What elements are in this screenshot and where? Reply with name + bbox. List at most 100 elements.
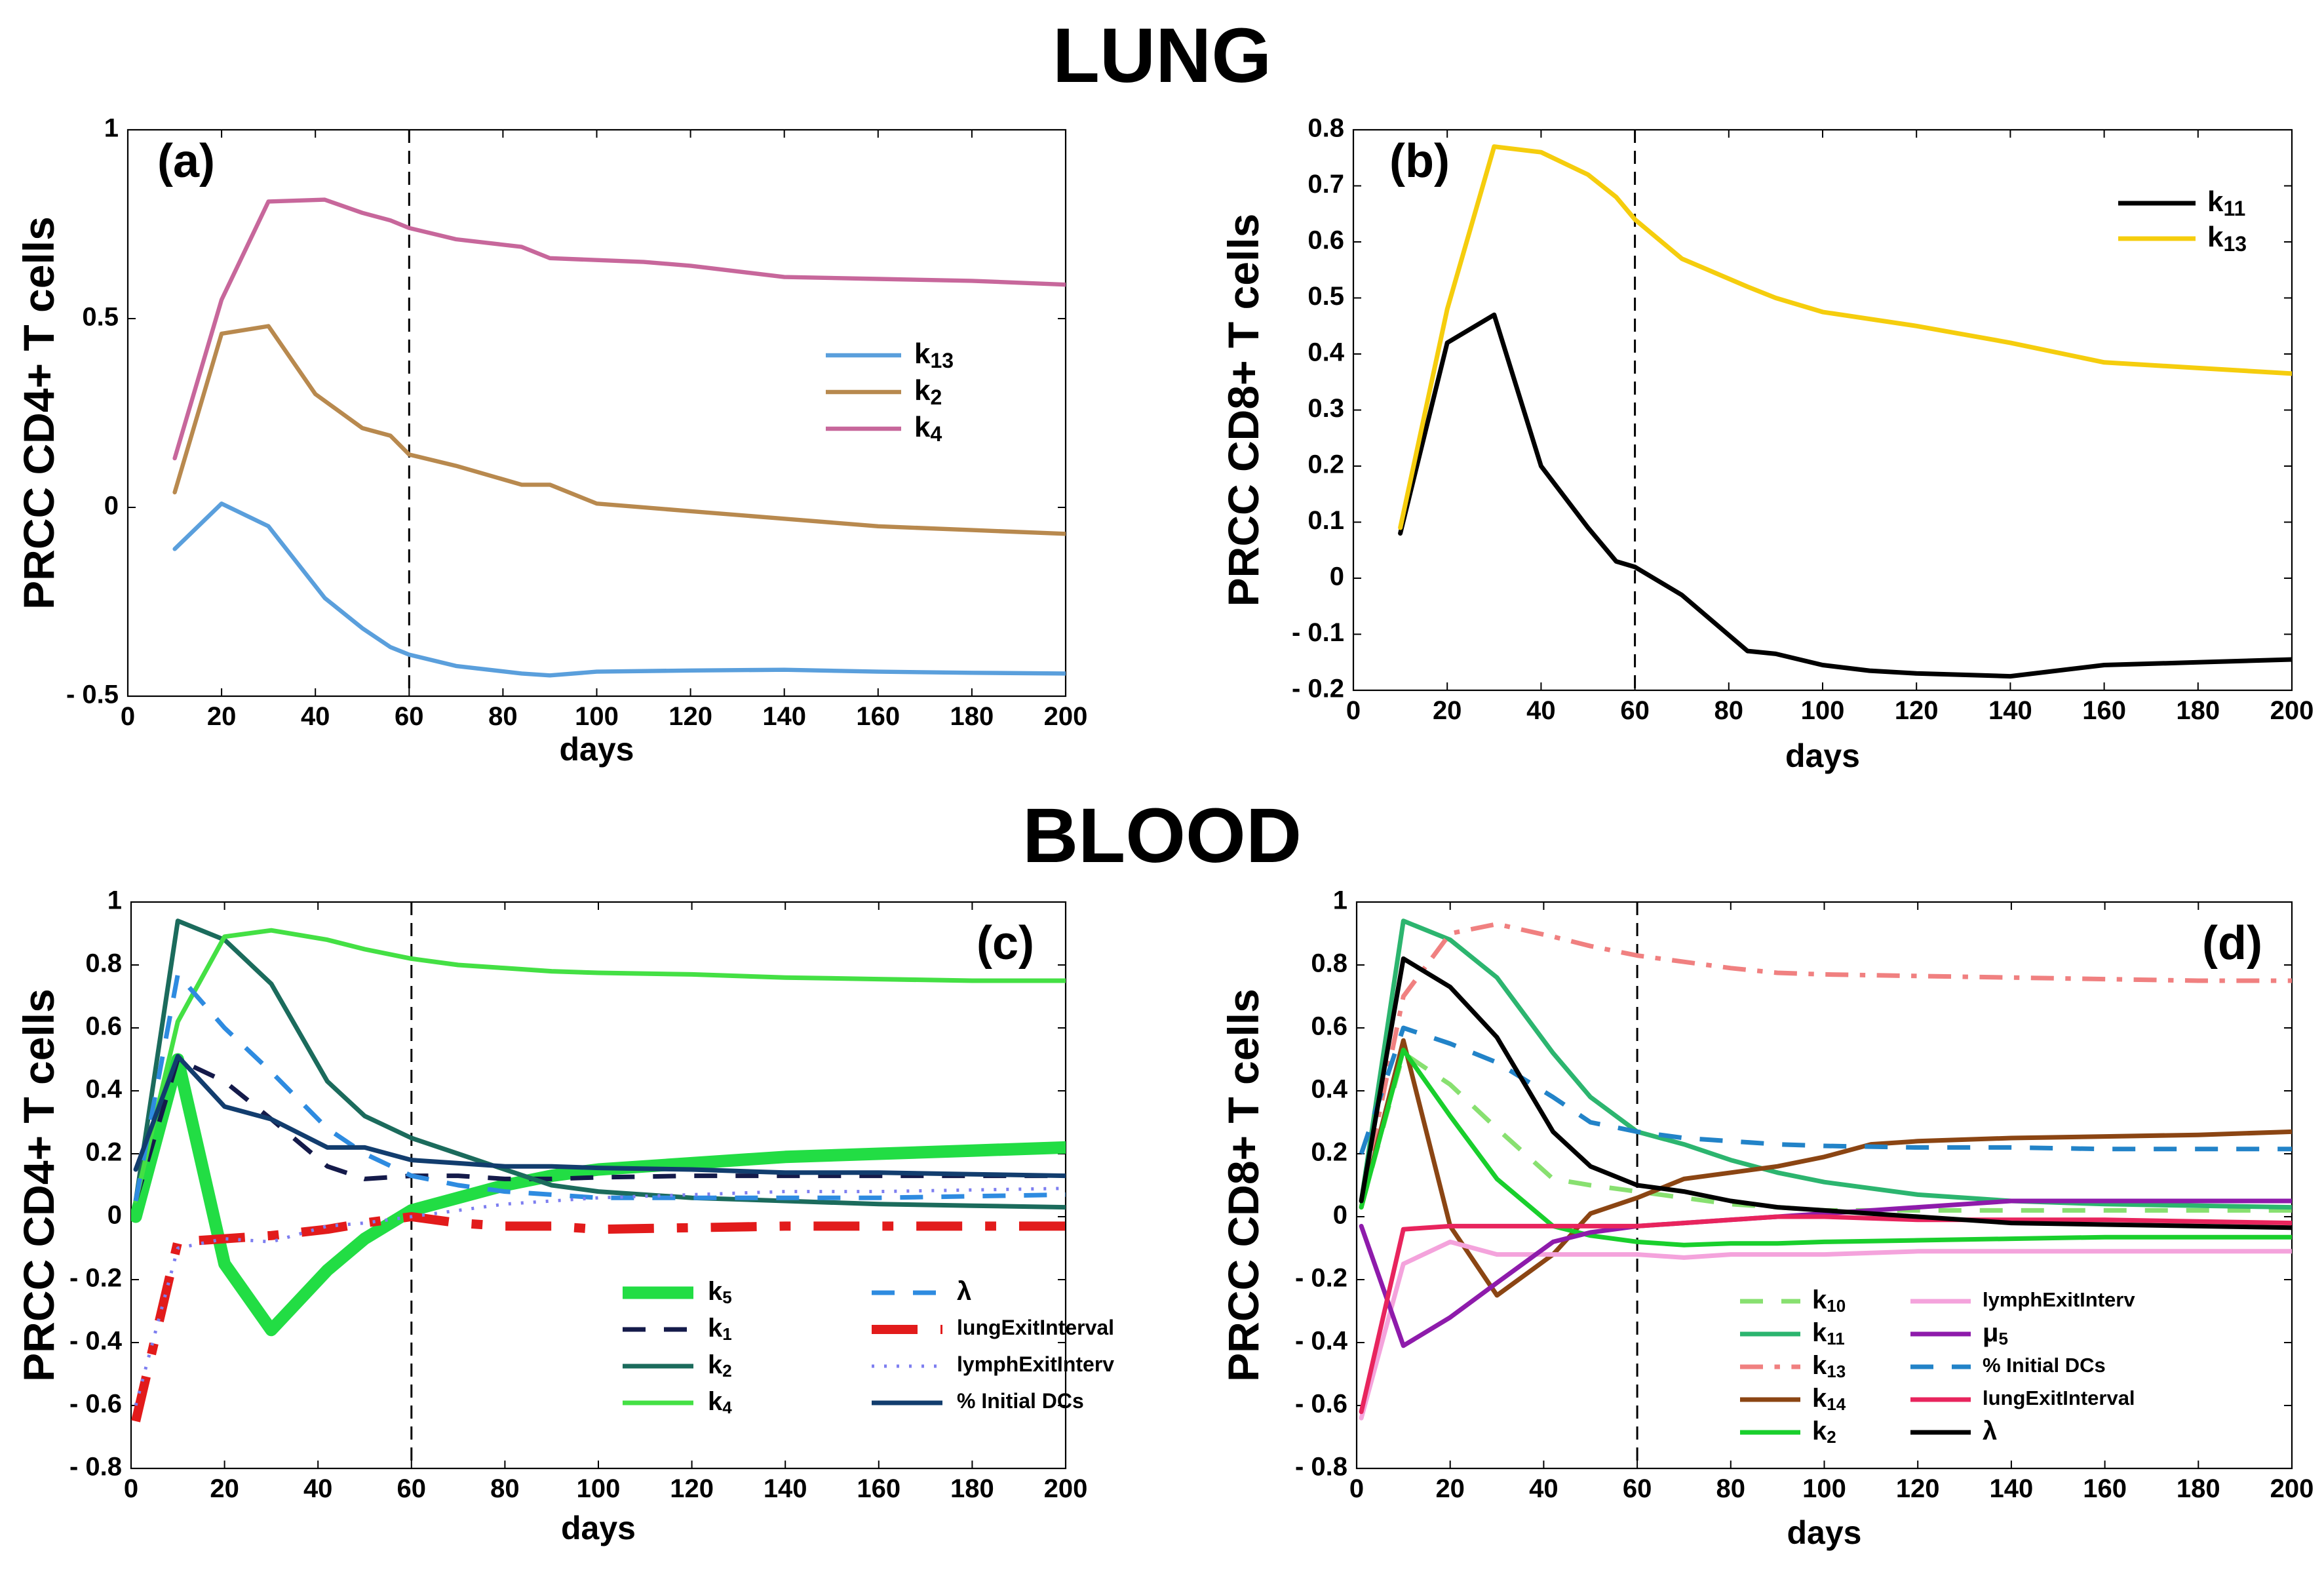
y-tick-label: - 0.2: [69, 1264, 122, 1293]
y-tick-label: 1: [104, 114, 119, 143]
legend-symbol: μ: [1983, 1318, 1998, 1347]
legend-symbol: λ: [957, 1277, 971, 1306]
x-tick-label: 200: [2270, 1474, 2314, 1503]
series-line-k10: [1359, 1050, 2292, 1213]
legend-label-: λ: [1983, 1417, 1997, 1445]
x-tick-label: 180: [950, 702, 994, 731]
series-group: [172, 197, 1066, 678]
series-line-k14: [1359, 1038, 2292, 1298]
panel-label: (d): [2202, 917, 2262, 970]
x-tick-label: 80: [1714, 696, 1744, 725]
legend-label-: λ: [957, 1277, 971, 1306]
y-tick-label: 0.4: [1311, 1075, 1347, 1104]
x-tick-label: 100: [577, 1474, 621, 1503]
y-tick-label: - 0.8: [69, 1453, 122, 1482]
legend-subscript: 5: [722, 1287, 731, 1307]
legend-label-initialdcs: % Initial DCs: [1983, 1354, 2106, 1377]
x-tick-label: 160: [857, 1474, 901, 1503]
x-tick-label: 40: [1526, 696, 1556, 725]
x-tick-label: 180: [2177, 1474, 2220, 1503]
legend-symbol: k: [914, 374, 931, 406]
chart-panel-c: 0 20 40 60 80 100 120 140 160 180 200- 0.8- 0.6- 0…: [14, 886, 1114, 1546]
legend-symbol: λ: [1983, 1417, 1997, 1445]
legend-subscript: 14: [1827, 1394, 1846, 1414]
series-line-k1: [133, 1057, 1066, 1202]
blood-section-title: BLOOD: [1022, 793, 1302, 879]
y-tick-label: 0.4: [1307, 338, 1344, 367]
series-line-k2: [133, 918, 1066, 1210]
y-tick-label: 0.3: [1307, 394, 1344, 423]
legend-subscript: 4: [930, 423, 942, 446]
series-line-lymphexitinterv: [1359, 1239, 2292, 1421]
x-axis-label: days: [561, 1510, 636, 1546]
y-tick-label: 1: [1333, 886, 1347, 915]
y-tick-label: 0.8: [85, 949, 122, 978]
legend-label-k11: k11: [2207, 186, 2245, 221]
series-line-k11: [1398, 312, 2292, 679]
series-line-initialdcs: [1359, 1025, 2292, 1155]
legend-subscript: 10: [1827, 1296, 1846, 1316]
y-tick-label: 0.1: [1307, 506, 1344, 535]
legend-label-k2: k2: [708, 1350, 732, 1381]
y-tick-label: 0: [104, 492, 119, 521]
series-line-k4: [172, 197, 1066, 461]
series-line-lungexitinterval: [1359, 1214, 2292, 1415]
legend-symbol: k: [708, 1314, 723, 1343]
x-tick-label: 200: [2270, 696, 2314, 725]
legend-subscript: 4: [722, 1398, 732, 1417]
legend-symbol: k: [2207, 186, 2224, 218]
y-tick-label: 0: [1333, 1201, 1347, 1230]
legend-subscript: 11: [2223, 197, 2245, 221]
y-tick-label: 0.5: [1307, 282, 1344, 311]
chart-panel-d: 0 20 40 60 80 100 120 140 160 180 200- 0.8- 0.6- 0…: [1219, 886, 2314, 1551]
x-tick-label: 0: [1349, 1474, 1364, 1503]
y-tick-label: 0: [1330, 562, 1344, 591]
legend-label-k13: k13: [914, 338, 954, 373]
legend-symbol: k: [708, 1387, 723, 1416]
x-tick-label: 140: [1988, 696, 2032, 725]
series-line-initialdcs: [133, 1053, 1066, 1179]
legend-label-lymphexitinterv: lymphExitInterv: [957, 1352, 1114, 1376]
y-axis-label: PRCC CD8+ T cells: [1219, 989, 1268, 1382]
x-tick-label: 100: [575, 702, 619, 731]
x-tick-label: 140: [1990, 1474, 2034, 1503]
y-tick-label: - 0.6: [69, 1390, 122, 1419]
y-tick-label: - 0.4: [69, 1327, 123, 1356]
series-line-lungexitinterval: [131, 1212, 1066, 1423]
series-line-k13: [1359, 922, 2292, 1202]
series-group: [1359, 918, 2292, 1421]
x-tick-label: 20: [1433, 696, 1462, 725]
legend-symbol: lymphExitInterv: [957, 1352, 1114, 1376]
x-tick-label: 100: [1801, 696, 1845, 725]
legend-symbol: k: [1812, 1417, 1827, 1445]
x-tick-label: 60: [1620, 696, 1650, 725]
x-axis-label: days: [1787, 1514, 1862, 1551]
y-tick-label: 0.4: [85, 1075, 122, 1104]
x-tick-label: 180: [950, 1474, 994, 1503]
legend-label-5: μ5: [1983, 1318, 2008, 1348]
panel-label: (b): [1389, 135, 1450, 187]
y-tick-label: 0.7: [1307, 170, 1344, 199]
y-tick-label: - 0.6: [1295, 1390, 1347, 1419]
x-tick-label: 0: [124, 1474, 138, 1503]
y-axis-label: PRCC CD4+ T cells: [14, 989, 63, 1382]
series-line-k13: [172, 501, 1066, 678]
x-axis-label: days: [560, 731, 634, 768]
legend-label-k13: k13: [1812, 1351, 1846, 1381]
y-tick-label: - 0.4: [1295, 1327, 1348, 1356]
legend-subscript: 5: [1998, 1329, 2007, 1348]
x-tick-label: 180: [2176, 696, 2220, 725]
x-tick-label: 0: [1346, 696, 1361, 725]
legend-subscript: 11: [1827, 1329, 1845, 1348]
y-tick-label: - 0.2: [1292, 675, 1344, 703]
y-tick-label: 1: [107, 886, 122, 915]
x-tick-label: 100: [1802, 1474, 1846, 1503]
y-tick-label: 0: [107, 1201, 122, 1230]
legend-subscript: 2: [930, 386, 942, 410]
legend-symbol: k: [914, 411, 931, 443]
panel-label: (c): [977, 917, 1034, 970]
